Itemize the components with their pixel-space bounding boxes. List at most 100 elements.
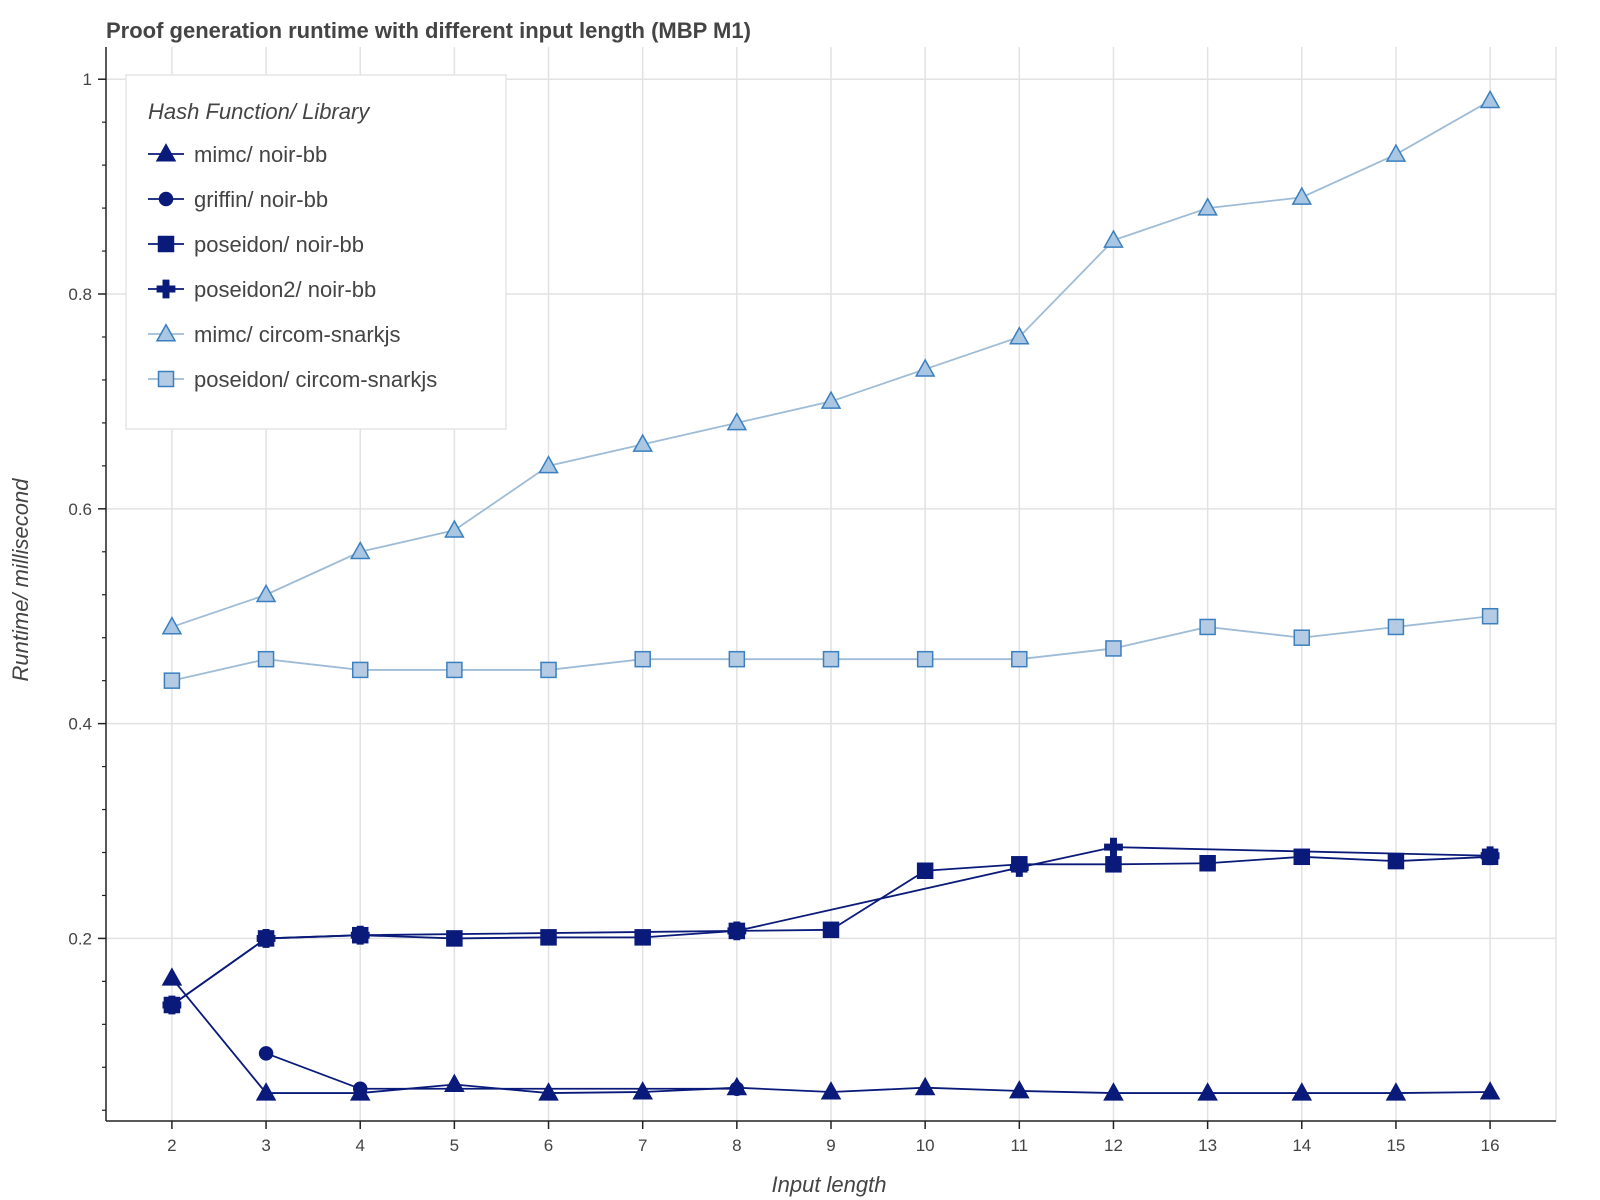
data-point	[538, 455, 559, 474]
data-point	[914, 1076, 936, 1096]
legend-item-3: poseidon2/ noir-bb	[148, 277, 376, 302]
series-line	[265, 1052, 737, 1090]
chart-title: Proof generation runtime with different …	[106, 18, 751, 43]
data-point	[632, 1081, 653, 1100]
data-point	[729, 1081, 745, 1097]
y-tick-label: 0.2	[68, 929, 92, 948]
data-point	[632, 433, 653, 452]
x-tick-label: 11	[1010, 1136, 1028, 1155]
data-point	[161, 616, 183, 635]
data-point	[162, 995, 182, 1015]
legend-label: poseidon/ circom-snarkjs	[194, 367, 437, 392]
data-point	[1009, 326, 1030, 345]
x-tick-label: 10	[916, 1136, 935, 1155]
data-point	[444, 519, 465, 538]
data-point	[538, 1082, 559, 1101]
x-tick-label: 16	[1481, 1136, 1500, 1155]
x-tick-label: 7	[638, 1136, 647, 1155]
data-point	[446, 661, 463, 679]
data-point	[1480, 846, 1500, 866]
data-point	[1385, 143, 1407, 162]
data-point	[1293, 848, 1311, 866]
series-5	[163, 607, 1499, 689]
data-point	[1199, 854, 1216, 872]
data-point	[916, 650, 934, 668]
data-point	[634, 929, 651, 946]
legend-item-0: mimc/ noir-bb	[148, 142, 327, 167]
data-point	[161, 967, 183, 986]
grid	[106, 47, 1557, 1121]
legend-label: mimc/ noir-bb	[194, 142, 327, 167]
data-point	[351, 661, 369, 679]
legend-label: poseidon2/ noir-bb	[194, 277, 376, 302]
x-tick-label: 5	[450, 1136, 459, 1155]
data-point	[1385, 1082, 1407, 1101]
series-4	[161, 89, 1501, 635]
legend: Hash Function/ Library mimc/ noir-bb grif…	[125, 74, 507, 430]
data-point	[256, 929, 276, 948]
data-point	[1104, 837, 1123, 857]
data-point	[916, 862, 934, 880]
x-tick-label: 6	[544, 1136, 553, 1155]
data-point	[1197, 197, 1218, 216]
series-layer	[161, 89, 1501, 1101]
legend-box	[125, 74, 507, 430]
x-tick-label: 2	[167, 1136, 176, 1155]
x-tick-label: 4	[355, 1136, 364, 1155]
data-point	[1009, 1080, 1030, 1099]
data-point	[349, 540, 371, 560]
legend-label: griffin/ noir-bb	[194, 187, 328, 212]
y-tick-label: 0.6	[68, 500, 92, 519]
data-point	[350, 925, 370, 945]
axes: 2 3 4 5 6 7 8 9 10 11 12 13 14 15 16 0.2 0.4 0.6 0.8 1	[68, 47, 1556, 1155]
data-point	[1293, 629, 1311, 646]
y-tick-label: 0.4	[68, 715, 92, 734]
legend-marker	[157, 370, 175, 388]
data-point	[1199, 618, 1216, 636]
data-point	[822, 650, 840, 668]
legend-marker	[156, 279, 176, 299]
data-point	[1103, 229, 1124, 248]
legend-marker	[157, 235, 175, 253]
data-point	[444, 1073, 465, 1092]
x-tick-label: 12	[1104, 1136, 1123, 1155]
legend-label: mimc/ circom-snarkjs	[194, 322, 401, 347]
data-point	[820, 1081, 842, 1100]
legend-item-2: poseidon/ noir-bb	[148, 232, 364, 257]
x-tick-label: 8	[732, 1136, 741, 1155]
data-point	[1009, 858, 1029, 877]
series-0	[161, 967, 1501, 1101]
x-tick-label: 15	[1386, 1136, 1405, 1155]
data-point	[634, 650, 651, 668]
legend-marker	[155, 323, 177, 342]
data-point	[914, 358, 936, 377]
data-point	[163, 672, 181, 689]
data-point	[258, 1046, 274, 1061]
legend-title: Hash Function/ Library	[148, 99, 371, 124]
data-point	[820, 390, 842, 409]
data-point	[540, 661, 557, 679]
legend-marker	[158, 191, 174, 207]
legend-item-4: mimc/ circom-snarkjs	[148, 322, 401, 347]
data-point	[255, 583, 277, 603]
data-point	[1387, 852, 1405, 870]
series-1	[258, 1046, 745, 1097]
legend-item-1: griffin/ noir-bb	[148, 187, 328, 212]
data-point	[1479, 1081, 1501, 1100]
data-point	[1011, 650, 1028, 668]
data-point	[1291, 186, 1313, 205]
data-point	[1197, 1082, 1218, 1101]
legend-label: poseidon/ noir-bb	[194, 232, 364, 257]
data-point	[822, 921, 840, 939]
data-point	[1291, 1082, 1313, 1101]
data-point	[1387, 618, 1405, 636]
data-point	[257, 650, 275, 668]
data-point	[1481, 607, 1499, 625]
y-tick-label: 1	[83, 70, 92, 89]
legend-marker	[155, 143, 177, 162]
data-point	[1103, 1082, 1124, 1101]
data-point	[1105, 856, 1122, 873]
series-3	[162, 837, 1500, 1015]
